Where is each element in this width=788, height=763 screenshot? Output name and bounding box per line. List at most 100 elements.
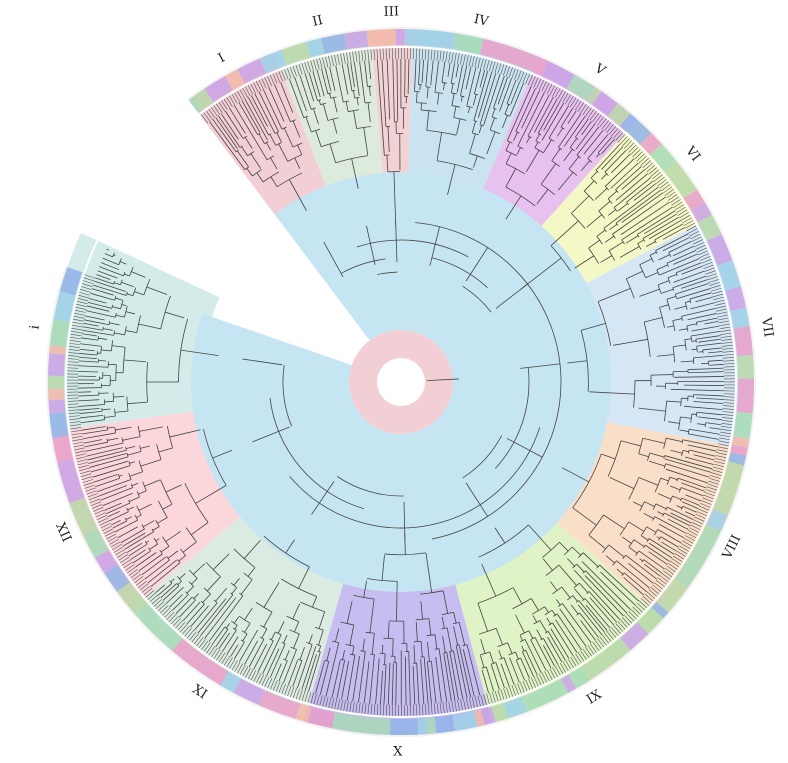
tip-label-block (649, 144, 677, 172)
tip-label-block (180, 645, 210, 673)
tip-label-block (172, 638, 191, 658)
tip-label-block (713, 489, 736, 516)
tree-core (190, 172, 612, 592)
tip-label-block (527, 54, 549, 76)
tip-label-block (474, 709, 485, 727)
tip-label-block (566, 74, 596, 101)
tip-label-block (395, 29, 405, 46)
tip-label-block (697, 214, 722, 241)
tip-label-block (52, 435, 73, 463)
tip-label-block (193, 88, 214, 110)
tip-label-block (728, 452, 747, 466)
tip-label-block (452, 710, 478, 731)
tip-label-block (637, 607, 664, 634)
tip-label-block (619, 113, 652, 145)
clade-label-iv: IV (472, 12, 490, 30)
tip-label-block (503, 696, 527, 719)
tip-label-block (733, 412, 753, 439)
clade-label-vi: VI (682, 143, 703, 164)
tip-label-block (568, 666, 590, 689)
tip-label-block (321, 33, 347, 54)
tip-label-block (366, 29, 396, 47)
tip-label-block (656, 597, 673, 613)
tip-label-block (620, 622, 649, 651)
tip-label-block (691, 202, 712, 223)
tip-label-block (737, 378, 754, 400)
tip-label-block (536, 681, 563, 706)
tip-label-block (541, 61, 575, 89)
tip-label-block (47, 375, 65, 390)
tip-label-block (331, 712, 364, 733)
tip-label-block (555, 678, 569, 696)
tip-label-block (660, 578, 688, 608)
tip-label-block (48, 388, 65, 401)
tip-label-block (720, 461, 745, 495)
tip-label-block (49, 412, 69, 439)
tip-label-block (48, 399, 66, 414)
tip-label-block (702, 524, 721, 540)
tip-label-block (269, 694, 301, 719)
tip-label-block (343, 30, 369, 50)
tip-label-block (306, 38, 325, 58)
tip-label-block (94, 549, 118, 574)
tip-label-block (188, 96, 203, 113)
tip-label-block (204, 76, 233, 103)
clade-label-i: I (216, 51, 228, 67)
tip-label-block (706, 233, 733, 266)
tip-label-block (62, 477, 85, 504)
clade-label-xi: XI (189, 682, 209, 702)
tip-label-block (580, 651, 613, 681)
tip-label-block (521, 692, 537, 712)
tip-label-block (362, 716, 391, 735)
tip-label-block (426, 717, 437, 735)
tip-label-block (674, 556, 704, 588)
tip-label-block (491, 703, 508, 723)
tip-label-block (104, 564, 130, 592)
clade-sector-xi (130, 510, 346, 722)
tip-label-block (733, 325, 753, 357)
tip-label-block (237, 58, 267, 84)
tip-label-block (706, 509, 728, 532)
tip-label-block (518, 51, 534, 70)
tip-label-block (233, 678, 265, 705)
tip-label-block (730, 444, 748, 456)
clade-sector-vii (577, 216, 754, 450)
tip-label-block (417, 718, 428, 735)
tip-label-block (281, 41, 311, 66)
tree-branches (78, 58, 725, 706)
clade-sector-x (303, 574, 493, 735)
tip-label-block (607, 103, 631, 126)
tip-label-block (307, 706, 335, 729)
tip-label-block (736, 398, 754, 414)
clade-sector-iii (370, 28, 414, 183)
clade-sector-iv (407, 29, 539, 198)
tip-label-block (479, 38, 499, 59)
inner-core (190, 172, 612, 592)
tip-label-block (602, 638, 631, 665)
clade-label-vii: VII (758, 315, 776, 338)
tip-label-block (69, 497, 91, 520)
tip-label-block (453, 33, 484, 55)
tip-label-block (494, 42, 524, 67)
clade-label-xii: XII (52, 521, 74, 545)
clade-label-ii: II (311, 13, 324, 30)
tip-label-block (199, 659, 229, 686)
tip-label-block (224, 69, 245, 90)
tip-label-block (432, 30, 456, 50)
clade-label-ix: IX (584, 687, 605, 708)
tip-label-block (295, 703, 312, 723)
tip-label-block (220, 671, 241, 693)
tip-label-block (586, 87, 602, 105)
tip-label-block (481, 706, 496, 725)
tip-label-block (53, 291, 76, 322)
clade-label-iii: III (383, 4, 399, 19)
tip-labels (47, 29, 754, 735)
tip-label-block (59, 267, 83, 296)
tip-label-block (592, 91, 618, 116)
tip-label-block (732, 436, 750, 448)
center-hole (377, 358, 425, 406)
clade-label-x: X (393, 744, 403, 759)
tip-label-block (730, 307, 750, 329)
clade-label-viii: VIII (719, 533, 744, 563)
